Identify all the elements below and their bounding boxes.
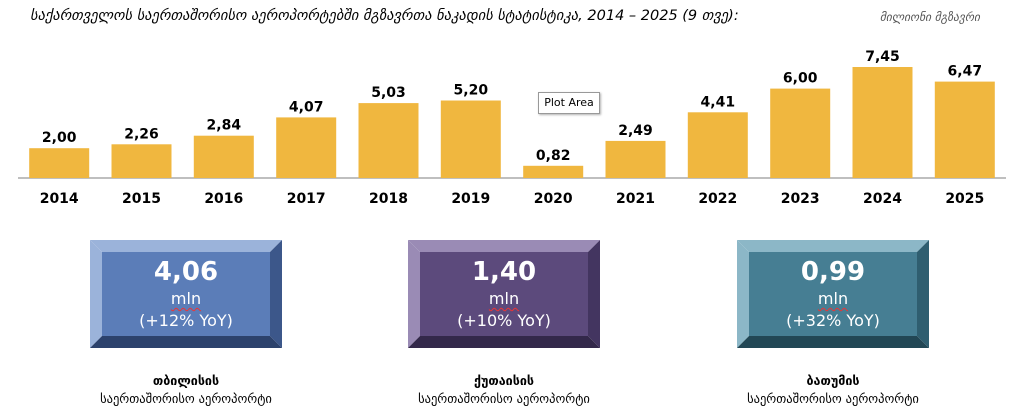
data-label-2016: 2,84 [207,118,242,134]
data-label-2021: 2,49 [618,123,653,139]
data-label-2022: 4,41 [701,94,736,110]
bar-2024[interactable] [852,67,913,178]
bevel-bottom [408,336,600,348]
bevel-right [917,240,929,348]
data-label-2019: 5,20 [454,83,489,99]
card-unit: mln [488,289,520,308]
bevel-right [588,240,600,348]
card-value: 1,40 [471,257,537,287]
bar-2014[interactable] [29,148,90,178]
tbilisi-airport-card: 4,06 mln (+12% YoY) [90,240,282,348]
x-tick-label-2022: 2022 [698,191,737,207]
unit-label: მილიონი მგზავრი [879,10,980,24]
kutaisi-airport-caption: ქუთაისის საერთაშორისო აეროპორტი [374,372,634,408]
airport-subtitle: საერთაშორისო აეროპორტი [747,391,919,406]
airport-name: ბათუმის [806,373,860,388]
bevel-top [408,240,600,252]
bevel-top [90,240,282,252]
x-tick-label-2017: 2017 [287,191,326,207]
card-value: 4,06 [153,257,219,287]
airport-name: თბილისის [152,373,220,388]
bar-2015[interactable] [111,144,172,178]
bar-2018[interactable] [358,103,419,178]
bevel-left [737,240,749,348]
card-bevel [408,240,600,348]
data-label-2018: 5,03 [371,85,406,101]
data-label-2020: 0,82 [536,148,571,164]
bevel-bottom [90,336,282,348]
data-label-2023: 6,00 [783,71,818,87]
card-unit: mln [170,289,202,308]
tbilisi-airport-caption: თბილისის საერთაშორისო აეროპორტი [56,372,316,408]
card-yoy: (+10% YoY) [457,311,551,330]
card-value: 0,99 [800,257,866,287]
bevel-left [90,240,102,348]
data-label-2024: 7,45 [865,49,900,65]
card-yoy: (+32% YoY) [786,311,880,330]
x-tick-label-2015: 2015 [122,191,161,207]
bar-2023[interactable] [770,88,831,178]
bar-2020[interactable] [523,165,584,178]
airport-name: ქუთაისის [474,373,534,388]
bar-2017[interactable] [276,117,337,178]
data-label-2025: 6,47 [948,64,983,80]
bar-2022[interactable] [687,112,748,178]
x-tick-label-2025: 2025 [945,191,984,207]
card-bevel [737,240,929,348]
plot-area-tooltip: Plot Area [538,92,600,114]
bar-2016[interactable] [193,135,254,178]
x-tick-label-2021: 2021 [616,191,655,207]
bar-chart[interactable]: 2,00 2014 2,26 2015 2,84 2016 4,07 2017 5,03 2018… [0,0,1024,230]
card-bevel [90,240,282,348]
card-face [102,252,270,336]
x-tick-label-2020: 2020 [534,191,573,207]
card-face [749,252,917,336]
bar-2025[interactable] [934,81,995,178]
card-face [420,252,588,336]
kutaisi-airport-card: 1,40 mln (+10% YoY) [408,240,600,348]
x-tick-label-2024: 2024 [863,191,902,207]
bar-2021[interactable] [605,140,666,178]
data-label-2015: 2,26 [124,126,159,142]
airport-subtitle: საერთაშორისო აეროპორტი [418,391,590,406]
card-yoy: (+12% YoY) [139,311,233,330]
batumi-airport-card: 0,99 mln (+32% YoY) [737,240,929,348]
bevel-top [737,240,929,252]
bar-2019[interactable] [440,100,501,179]
bevel-left [408,240,420,348]
x-tick-label-2016: 2016 [204,191,243,207]
card-unit: mln [817,289,849,308]
bevel-bottom [737,336,929,348]
x-tick-label-2023: 2023 [781,191,820,207]
bevel-right [270,240,282,348]
data-label-2014: 2,00 [42,130,77,146]
data-label-2017: 4,07 [289,99,324,115]
chart-title: საქართველოს საერთაშორისო აეროპორტებში მგ… [30,8,739,24]
x-tick-label-2014: 2014 [40,191,79,207]
x-tick-label-2019: 2019 [451,191,490,207]
batumi-airport-caption: ბათუმის საერთაშორისო აეროპორტი [703,372,963,408]
airport-subtitle: საერთაშორისო აეროპორტი [100,391,272,406]
x-tick-label-2018: 2018 [369,191,408,207]
